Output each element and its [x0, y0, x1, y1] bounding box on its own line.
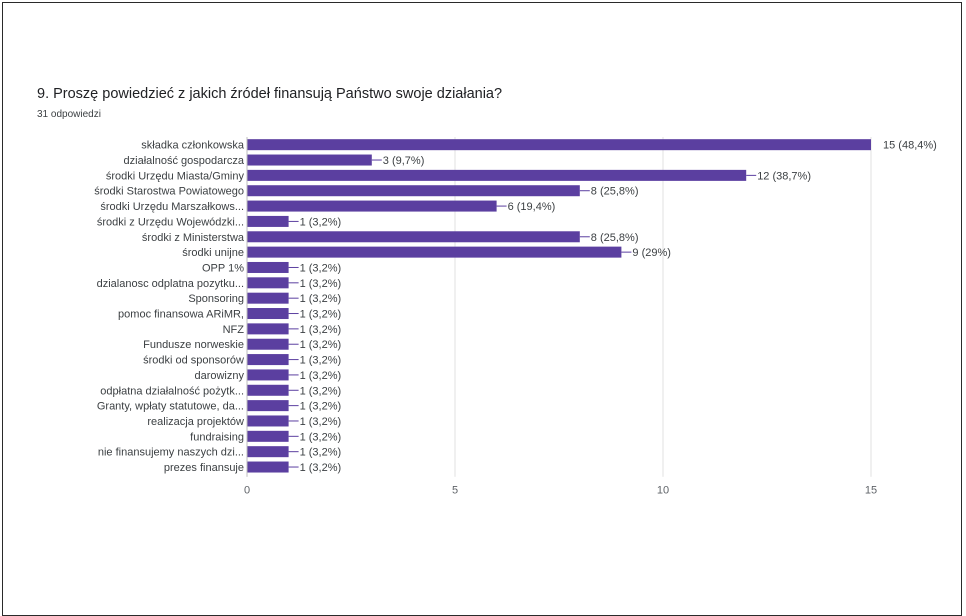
- bar: [247, 461, 289, 473]
- value-label: 8 (25,8%): [591, 232, 639, 244]
- bar: [247, 200, 497, 212]
- bar: [247, 384, 289, 396]
- chart-title: 9. Proszę powiedzieć z jakich źródeł fin…: [37, 86, 503, 102]
- value-label: 1 (3,2%): [300, 262, 342, 274]
- value-label: 1 (3,2%): [300, 278, 342, 290]
- bar: [247, 215, 289, 227]
- bar: [247, 415, 289, 427]
- category-label: środki unijne: [182, 247, 244, 259]
- x-tick-label: 10: [657, 485, 669, 497]
- value-label: 1 (3,2%): [300, 416, 342, 428]
- value-label: 12 (38,7%): [757, 170, 811, 182]
- category-label: NFZ: [223, 324, 245, 336]
- value-label: 1 (3,2%): [300, 401, 342, 413]
- bar: [247, 261, 289, 273]
- value-label: 1 (3,2%): [300, 309, 342, 321]
- bar: [247, 231, 580, 243]
- category-label: odpłatna działalność pożytk...: [100, 385, 244, 397]
- value-label: 1 (3,2%): [300, 431, 342, 443]
- category-label: środki od sponsorów: [143, 355, 244, 367]
- category-label: darowizny: [194, 370, 244, 382]
- value-label: 9 (29%): [632, 247, 671, 259]
- value-label: 1 (3,2%): [300, 462, 342, 474]
- category-label: środki Starostwa Powiatowego: [94, 186, 244, 198]
- category-label: środki z Ministerstwa: [142, 232, 245, 244]
- bar: [247, 139, 871, 151]
- category-label: działalność gospodarcza: [124, 155, 245, 167]
- value-label: 15 (48,4%): [883, 140, 937, 152]
- x-tick-label: 15: [865, 485, 877, 497]
- value-label: 1 (3,2%): [300, 324, 342, 336]
- bar: [247, 430, 289, 442]
- bar: [247, 400, 289, 412]
- category-label: Sponsoring: [188, 293, 244, 305]
- value-label: 1 (3,2%): [300, 339, 342, 351]
- category-label: środki z Urzędu Wojewódzki...: [97, 216, 244, 228]
- category-label: realizacja projektów: [147, 416, 244, 428]
- bar: [247, 323, 289, 335]
- bar: [247, 369, 289, 381]
- category-label: fundraising: [190, 431, 244, 443]
- category-label: OPP 1%: [202, 262, 244, 274]
- value-label: 6 (19,4%): [508, 201, 556, 213]
- value-label: 8 (25,8%): [591, 186, 639, 198]
- bar: [247, 277, 289, 289]
- category-label: środki Urzędu Miasta/Gminy: [106, 170, 245, 182]
- category-label: prezes finansuje: [164, 462, 244, 474]
- category-label: pomoc finansowa ARiMR,: [118, 309, 244, 321]
- category-label: nie finansujemy naszych dzi...: [98, 447, 244, 459]
- bar: [247, 446, 289, 458]
- response-count: 31 odpowiedzi: [37, 109, 101, 120]
- bar: [247, 246, 622, 258]
- bar: [247, 338, 289, 350]
- value-label: 1 (3,2%): [300, 385, 342, 397]
- bar: [247, 292, 289, 304]
- category-label: dzialanosc odplatna pozytku...: [97, 278, 244, 290]
- value-label: 1 (3,2%): [300, 216, 342, 228]
- x-tick-label: 0: [244, 485, 250, 497]
- bar: [247, 185, 580, 197]
- value-label: 3 (9,7%): [383, 155, 425, 167]
- category-label: Fundusze norweskie: [143, 339, 244, 351]
- bar: [247, 308, 289, 320]
- bar: [247, 154, 372, 166]
- value-label: 1 (3,2%): [300, 447, 342, 459]
- value-label: 1 (3,2%): [300, 370, 342, 382]
- bar: [247, 169, 747, 181]
- category-label: środki Urzędu Marszałkows...: [100, 201, 244, 213]
- value-label: 1 (3,2%): [300, 355, 342, 367]
- x-tick-label: 5: [452, 485, 458, 497]
- value-label: 1 (3,2%): [300, 293, 342, 305]
- category-label: składka członkowska: [141, 140, 245, 152]
- bar: [247, 354, 289, 366]
- category-label: Granty, wpłaty statutowe, da...: [97, 401, 244, 413]
